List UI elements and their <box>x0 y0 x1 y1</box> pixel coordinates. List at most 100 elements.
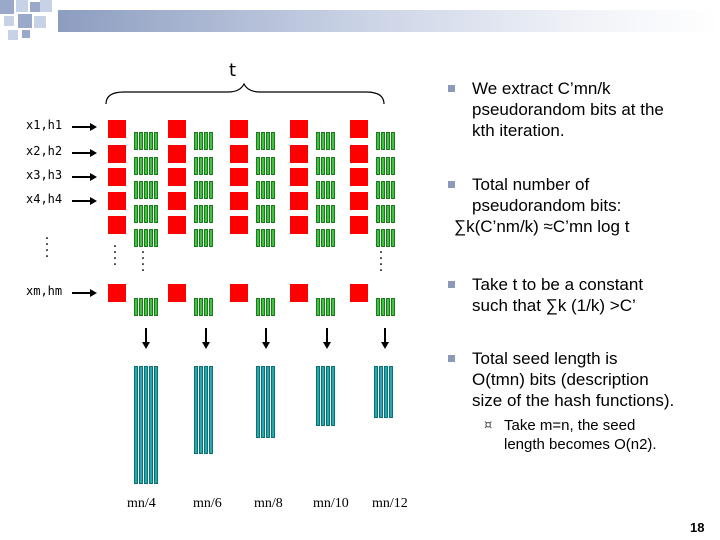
green-bit <box>144 205 148 223</box>
vertical-dots-col2: · · · · <box>140 245 146 279</box>
green-bit <box>199 229 203 247</box>
header-gradient-bar <box>58 10 720 32</box>
bullet-1-line-2: pseudorandom bits at the <box>472 100 664 119</box>
green-bit <box>134 229 138 247</box>
red-cell <box>168 284 186 302</box>
mn-label-4: mn/10 <box>313 496 349 511</box>
output-bit-bar <box>266 366 270 438</box>
down-arrow-head <box>142 342 150 349</box>
green-bit <box>376 229 380 247</box>
green-bit <box>331 298 335 316</box>
output-bit-bar <box>374 366 378 418</box>
green-bit <box>154 205 158 223</box>
green-bit <box>154 157 158 175</box>
x-label-3: x3,h3 <box>26 168 63 182</box>
green-bit <box>256 229 260 247</box>
sub-bullet-line-2: length becomes O(n2). <box>504 436 657 453</box>
bullet-2-line-2: pseudorandom bits: <box>472 196 622 215</box>
green-bit <box>154 229 158 247</box>
green-bit <box>204 205 208 223</box>
green-bit <box>209 229 213 247</box>
bullet-4-line-2: O(tmn) bits (description <box>472 370 649 389</box>
green-bit <box>316 132 320 150</box>
green-bit <box>331 181 335 199</box>
output-bit-bar <box>209 366 213 454</box>
green-bit <box>376 298 380 316</box>
green-bit <box>376 157 380 175</box>
green-bit <box>194 205 198 223</box>
green-bit <box>209 157 213 175</box>
bullet-icon-3 <box>448 281 455 288</box>
x-arrow-head-4 <box>90 197 97 205</box>
green-bit <box>316 157 320 175</box>
green-bit <box>261 181 265 199</box>
red-cell <box>168 216 186 234</box>
mn-label-2: mn/6 <box>193 496 222 511</box>
green-bit <box>256 298 260 316</box>
x-arrow-head-1 <box>90 123 97 131</box>
red-cell <box>168 120 186 138</box>
bullet-1-line-1: We extract C’mn/k <box>472 79 611 98</box>
green-bit <box>266 181 270 199</box>
x-label-4: x4,h4 <box>26 192 63 206</box>
green-bit <box>376 205 380 223</box>
output-bit-bar <box>384 366 388 418</box>
green-bit <box>391 229 395 247</box>
green-bit <box>326 157 330 175</box>
red-cell <box>168 145 186 163</box>
green-bit <box>381 157 385 175</box>
green-bit <box>139 229 143 247</box>
bullet-1-line-3: kth iteration. <box>472 121 565 140</box>
sub-bullet-icon: ¤ <box>484 418 493 433</box>
green-bit <box>316 205 320 223</box>
green-bit <box>266 229 270 247</box>
vertical-dots-left: · · · · <box>44 231 50 265</box>
green-bit <box>144 298 148 316</box>
green-bit <box>139 298 143 316</box>
red-cell <box>290 168 308 186</box>
bullet-3-line-1: Take t to be a constant <box>472 275 644 294</box>
green-bit <box>209 132 213 150</box>
down-arrow-line <box>265 328 267 342</box>
green-bit <box>149 181 153 199</box>
green-bit <box>321 229 325 247</box>
green-bit <box>376 132 380 150</box>
green-bit <box>199 157 203 175</box>
green-bit <box>139 181 143 199</box>
green-bit <box>266 298 270 316</box>
green-bit <box>134 205 138 223</box>
green-bit <box>321 298 325 316</box>
red-cell <box>108 145 126 163</box>
green-bit <box>194 132 198 150</box>
green-bit <box>204 157 208 175</box>
output-bit-bar <box>326 366 330 426</box>
x-arrow-head-3 <box>90 173 97 181</box>
green-bit <box>194 298 198 316</box>
green-bit <box>331 229 335 247</box>
green-bit <box>154 298 158 316</box>
green-bit <box>266 205 270 223</box>
red-cell <box>108 216 126 234</box>
bullet-2-line-3: ∑k(C’nm/k) ≈C’mn log t <box>454 217 630 236</box>
bullet-4-line-3: size of the hash functions). <box>472 391 675 410</box>
output-bit-bar <box>144 366 148 484</box>
red-cell <box>350 120 368 138</box>
mn-label-5: mn/12 <box>372 496 408 511</box>
green-bit <box>261 132 265 150</box>
output-bit-bar <box>379 366 383 418</box>
output-bit-bar <box>204 366 208 454</box>
red-cell <box>230 120 248 138</box>
down-arrow-head <box>262 342 270 349</box>
bullet-3-line-2: such that ∑k (1/k) >C’ <box>472 296 636 315</box>
red-cell <box>230 145 248 163</box>
green-bit <box>134 181 138 199</box>
sub-bullet-text: Take m=n, the seed length becomes O(n2). <box>504 416 657 454</box>
down-arrow-line <box>384 328 386 342</box>
corner-square-8 <box>8 30 18 40</box>
green-bit <box>386 132 390 150</box>
green-bit <box>386 229 390 247</box>
green-bit <box>134 132 138 150</box>
red-cell <box>230 216 248 234</box>
green-bit <box>139 205 143 223</box>
mn-label-3: mn/8 <box>254 496 283 511</box>
